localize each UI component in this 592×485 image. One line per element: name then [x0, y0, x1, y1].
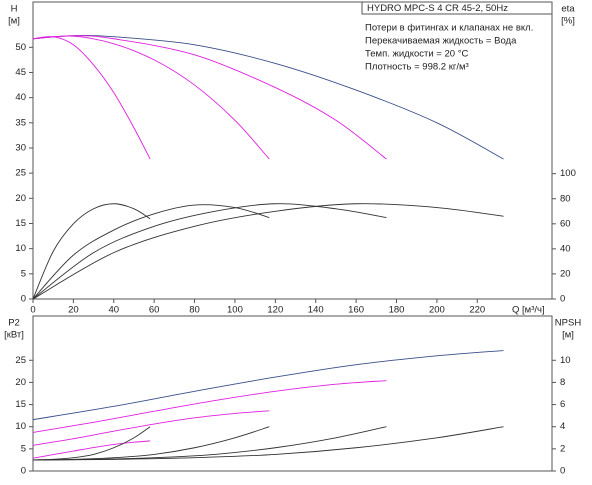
y2-axis-label: eta — [561, 4, 575, 15]
x-tick-label: 100 — [227, 305, 243, 316]
y-tick-label: 50 — [15, 42, 26, 53]
y2-axis-label: NPSH — [555, 318, 582, 329]
y2-tick-label: 10 — [560, 355, 571, 366]
title-box — [361, 1, 553, 15]
curve — [32, 203, 387, 300]
y-axis-unit: [м] — [8, 16, 20, 27]
y-tick-label: 5 — [21, 268, 26, 279]
curve — [32, 35, 270, 160]
y2-tick-label: 20 — [560, 268, 571, 279]
y-tick-label: 10 — [15, 243, 26, 254]
y-tick-label: 25 — [15, 168, 26, 179]
x-tick-label: 180 — [389, 305, 405, 316]
x-tick-label: 120 — [267, 305, 283, 316]
x-axis-label: Q [м³/ч] — [512, 305, 545, 316]
y2-tick-label: 80 — [560, 193, 571, 204]
y-tick-label: 10 — [15, 421, 26, 432]
y2-tick-label: 2 — [560, 443, 565, 454]
annotation: Потери в фитингах и клапанах не вкл. — [365, 23, 533, 34]
x-tick-label: 60 — [149, 305, 160, 316]
y-axis-label: H — [11, 4, 18, 15]
curve — [32, 36, 151, 160]
x-tick-label: 40 — [108, 305, 119, 316]
curve — [32, 203, 151, 300]
plot-frame — [32, 315, 553, 472]
y-tick-label: 35 — [15, 117, 26, 128]
x-tick-label: 140 — [308, 305, 324, 316]
y-tick-label: 5 — [21, 443, 26, 454]
x-tick-label: 20 — [68, 305, 79, 316]
x-tick-label: 220 — [469, 305, 485, 316]
annotation: Плотность = 998.2 кг/м³ — [365, 62, 469, 73]
y-tick-label: 0 — [21, 466, 26, 477]
plot-frame — [32, 1, 553, 300]
chart-title: HYDRO MPC-S 4 CR 45-2, 50Hz — [367, 3, 508, 14]
curve — [32, 203, 504, 300]
y2-tick-label: 60 — [560, 218, 571, 229]
y2-axis-unit: [%] — [561, 16, 575, 27]
y2-tick-label: 6 — [560, 399, 565, 410]
y2-tick-label: 4 — [560, 421, 565, 432]
annotation: Темп. жидкости = 20 °C — [365, 49, 468, 60]
y2-tick-label: 0 — [560, 466, 565, 477]
curve — [32, 440, 151, 459]
x-tick-label: 160 — [348, 305, 364, 316]
curve — [32, 380, 387, 433]
annotation: Перекачиваемая жидкость = Вода — [365, 36, 517, 47]
curve — [32, 426, 504, 461]
y-axis-label: P2 — [8, 318, 20, 329]
y-tick-label: 25 — [15, 355, 26, 366]
y-tick-label: 0 — [21, 294, 26, 305]
y-tick-label: 40 — [15, 92, 26, 103]
y-tick-label: 20 — [15, 377, 26, 388]
y-axis-unit: [кВт] — [4, 330, 24, 341]
y2-tick-label: 100 — [560, 168, 576, 179]
y-tick-label: 15 — [15, 399, 26, 410]
y2-tick-label: 8 — [560, 377, 565, 388]
curve — [32, 35, 387, 160]
y-tick-label: 45 — [15, 67, 26, 78]
x-tick-label: 0 — [30, 305, 35, 316]
curve — [32, 350, 504, 421]
y2-axis-unit: [м] — [562, 330, 574, 341]
y2-tick-label: 0 — [560, 294, 565, 305]
y2-tick-label: 40 — [560, 243, 571, 254]
x-tick-label: 200 — [429, 305, 445, 316]
curve — [32, 410, 270, 446]
y-tick-label: 15 — [15, 218, 26, 229]
y-tick-label: 20 — [15, 193, 26, 204]
y-tick-label: 30 — [15, 142, 26, 153]
x-tick-label: 80 — [189, 305, 200, 316]
